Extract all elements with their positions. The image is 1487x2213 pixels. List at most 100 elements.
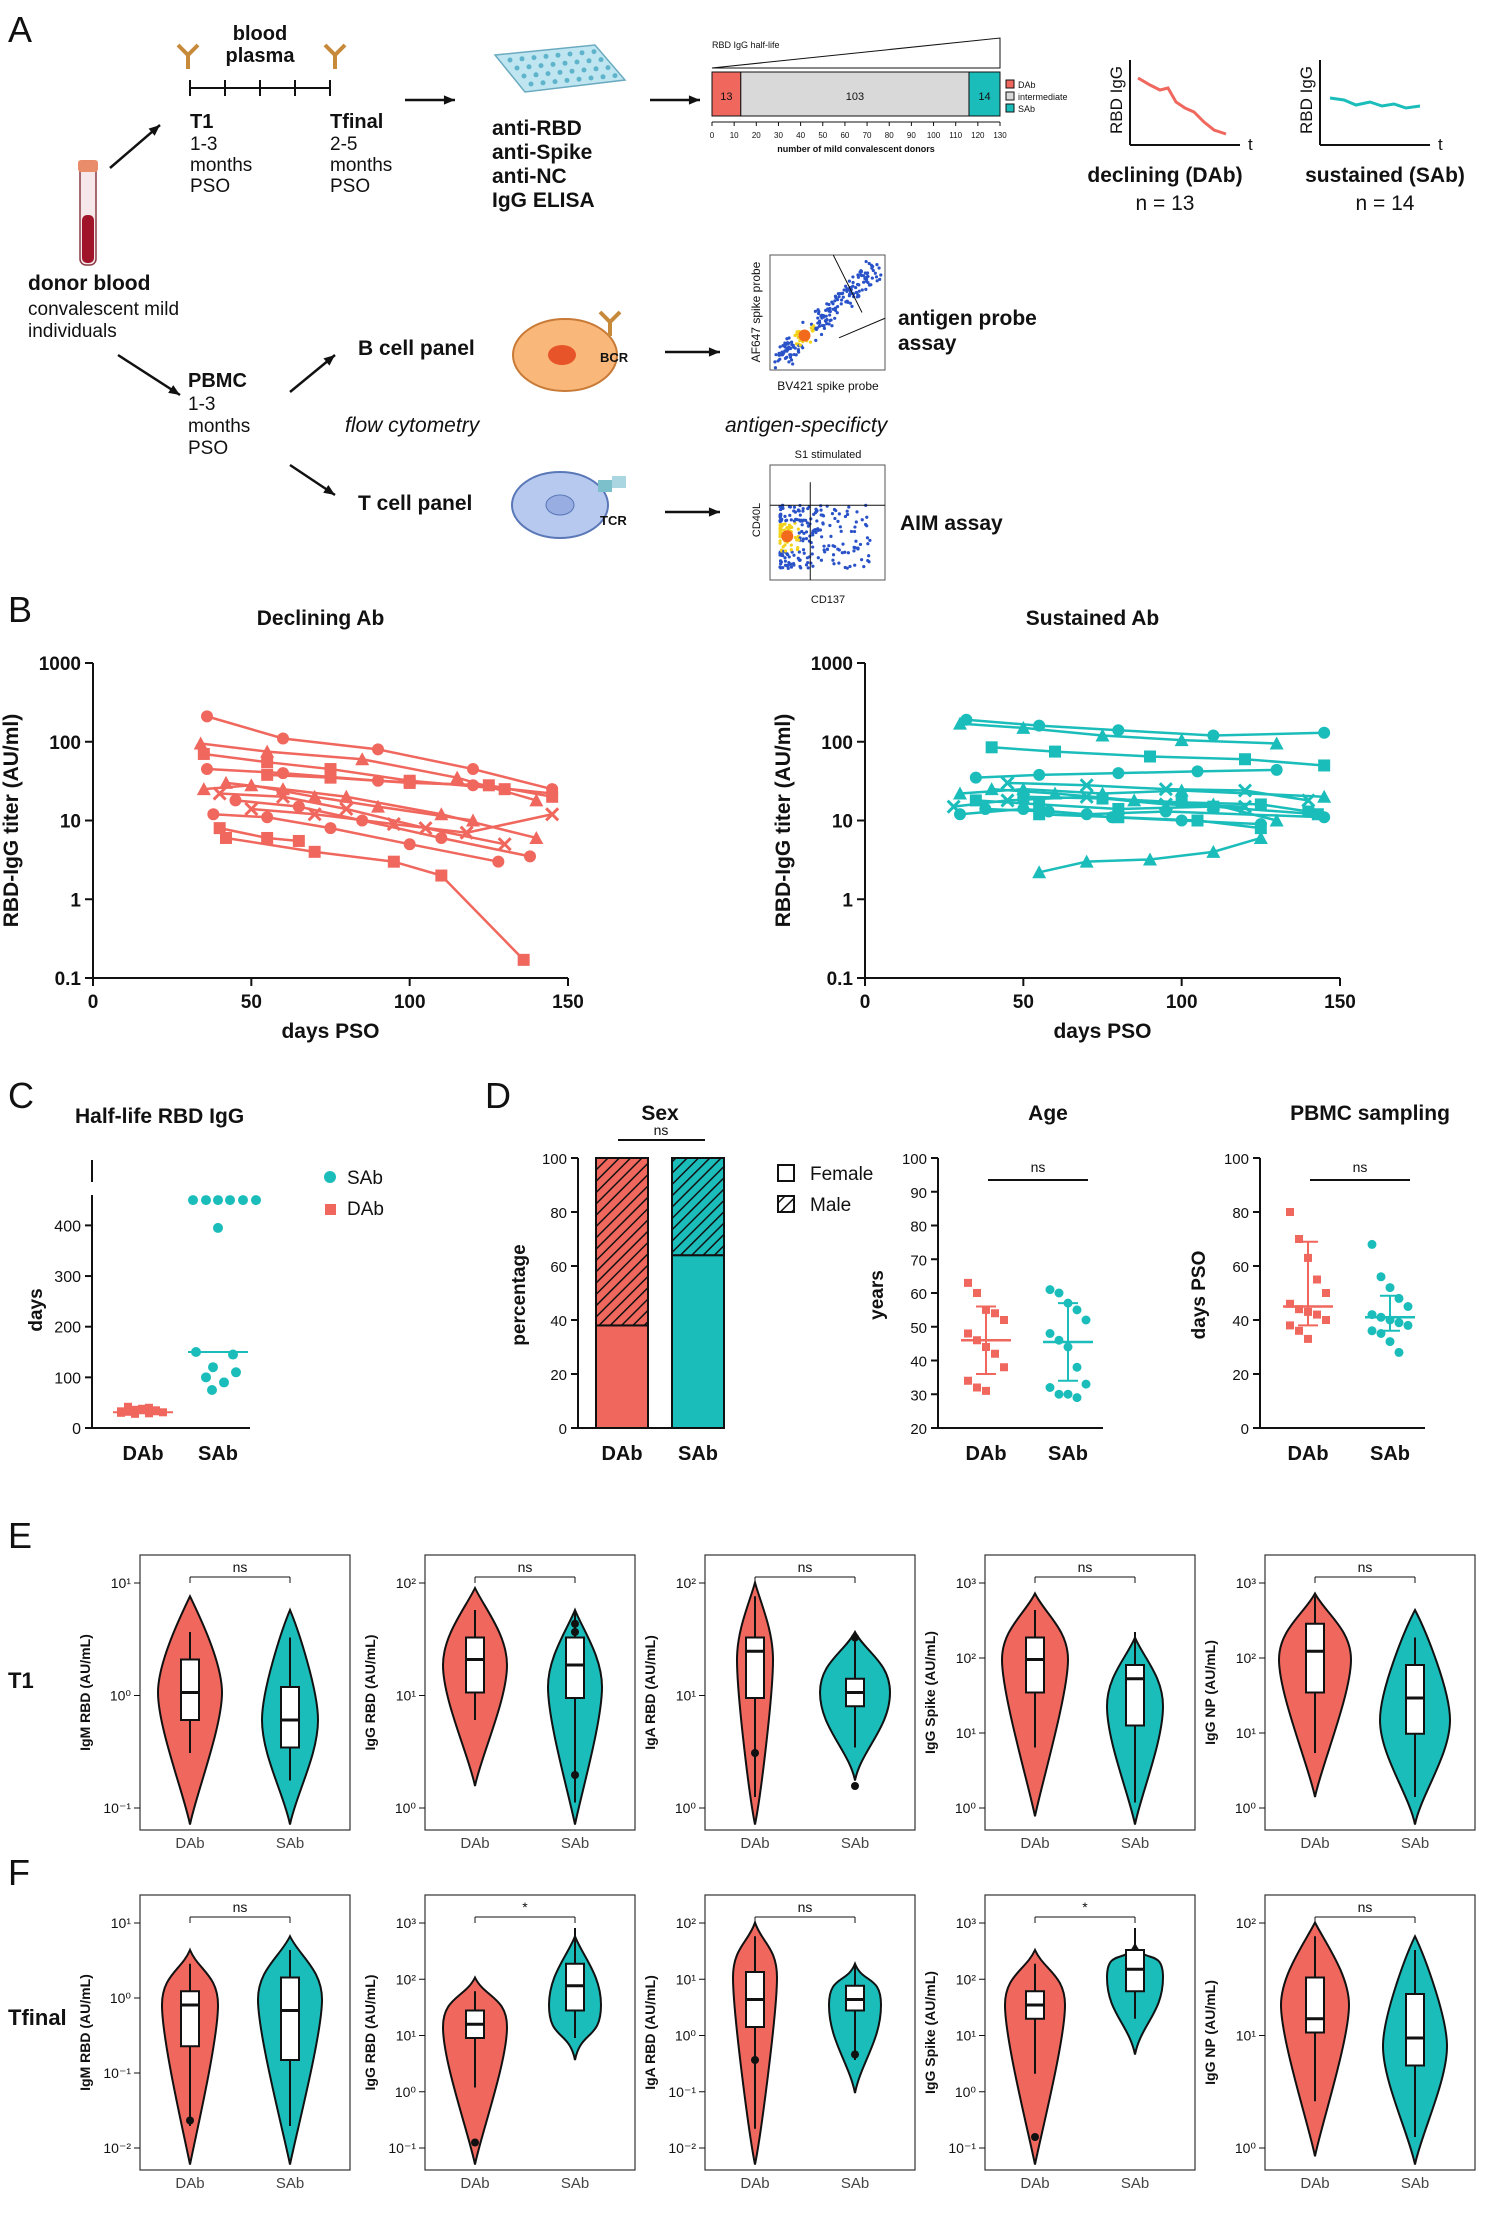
halflife-sab-point [231, 1367, 241, 1378]
data-point [339, 801, 354, 817]
data-point [434, 807, 449, 821]
sustained-n: n = 14 [1356, 192, 1415, 215]
probe-plot-event [825, 302, 829, 306]
aim-plot-event [854, 520, 858, 524]
tfinal-violin-3-ytick-label: 10² [676, 1915, 697, 1931]
aim-plot-event [836, 547, 840, 551]
data-point [529, 793, 544, 807]
t1-line: 1-3 [190, 134, 217, 155]
aim-plot-event [789, 543, 793, 547]
plate-well [600, 74, 606, 80]
pbmc-plot-title: PBMC sampling [1290, 1102, 1450, 1125]
data-point [1112, 724, 1125, 737]
data-point [1174, 733, 1189, 747]
data-point [339, 789, 354, 803]
probe-plot-event [808, 340, 813, 344]
tfinal-violin-4-sig: * [1082, 1899, 1088, 1915]
sustained-chart-xtick-label: 50 [1013, 992, 1034, 1013]
probe-plot-event [801, 320, 805, 324]
data-point [193, 736, 208, 750]
aim-plot-event [801, 537, 806, 541]
t1-violin-5-sig: ns [1358, 1559, 1373, 1575]
data-point [1237, 783, 1253, 798]
aim-plot-event [804, 536, 809, 541]
probe-plot-event [787, 360, 791, 364]
aim-plot-event [783, 559, 788, 563]
pbmc-plot-sab-point [1385, 1337, 1395, 1347]
probe-plot-event [816, 311, 821, 316]
probe-plot-event [830, 300, 834, 304]
aim-plot-event [778, 553, 782, 557]
halflife-title: Half-life RBD IgG [75, 1105, 244, 1128]
pbmc-plot-ytick-label: 40 [1232, 1313, 1249, 1330]
pbmc-plot-sab-point [1394, 1347, 1404, 1357]
aim-plot-event [778, 541, 782, 545]
probe-plot-event [833, 316, 837, 320]
aim-plot-event [867, 554, 871, 558]
sustained-chart-xtick-label: 150 [1324, 992, 1356, 1013]
aim-plot-event [783, 549, 788, 553]
sex-female-bar [671, 1254, 725, 1429]
data-point [1302, 805, 1315, 818]
aim-plot-event [791, 561, 796, 566]
probe-plot-event [877, 266, 881, 270]
aim-plot-event [801, 548, 806, 552]
t1-violin-5-ytick-label: 10¹ [1236, 1725, 1257, 1741]
aim-plot-event [789, 565, 794, 569]
t1-violin-2-outlier [571, 1628, 579, 1636]
age-plot-dab-point [982, 1386, 990, 1395]
aim-plot-event [864, 522, 868, 527]
sustained-title: sustained (SAb) [1305, 164, 1465, 187]
probe-plot-event [819, 314, 823, 318]
sex-ytick-label: 0 [559, 1421, 567, 1438]
plate-well [550, 61, 556, 67]
tfinal-violin-3-sig: ns [798, 1899, 813, 1915]
sex-male-bar [595, 1157, 649, 1327]
halflife-dab-point [145, 1403, 153, 1412]
aim-plot-event [819, 558, 824, 562]
pbmc-plot-ytick-label: 100 [1224, 1151, 1249, 1168]
aim-plot-event [804, 563, 809, 567]
probe-plot-event [840, 298, 844, 302]
plate-well [526, 64, 532, 70]
pbmc-plot-dab-point [1295, 1326, 1303, 1335]
probe-plot-event [875, 279, 879, 283]
aim-plot-event [813, 511, 818, 515]
probe-xlabel: BV421 spike probe [777, 379, 879, 393]
aim-plot-event [819, 508, 823, 512]
tfinal-title: Tfinal [330, 111, 383, 133]
probe-plot-event [816, 308, 820, 312]
tfinal-violin-1-ytick-label: 10⁻² [103, 2140, 131, 2156]
aim-plot-event [852, 549, 856, 553]
probe-plot-event [817, 324, 822, 328]
probe-plot-event [850, 304, 854, 308]
probe-plot-event [847, 279, 852, 283]
halflife-sab-point [251, 1195, 261, 1206]
data-point [213, 822, 226, 835]
pbmc-plot-sab-point [1385, 1315, 1395, 1325]
declining-chart-ytick-label: 1 [70, 890, 81, 911]
t1-violin-3-outlier [751, 1749, 759, 1757]
aim-plot-event [778, 565, 782, 569]
t1-violin-2-outlier [571, 1771, 579, 1779]
probe-plot-event [791, 362, 795, 366]
t1-violin-4-ytick-label: 10² [956, 1650, 977, 1666]
elisa-line: IgG ELISA [492, 189, 595, 212]
data-point [450, 770, 465, 784]
plate-well [564, 77, 570, 83]
data-point [953, 786, 967, 800]
donor-blood-line: convalescent mild [28, 299, 179, 320]
data-point [467, 763, 479, 776]
data-point [1144, 750, 1156, 763]
bar-tick-label: 120 [971, 131, 985, 140]
data-point [261, 811, 274, 824]
age-plot-sab-point [1045, 1383, 1055, 1392]
t1-violin-3-frame [704, 1554, 916, 1831]
sustained-chart-xtick-label: 100 [1166, 992, 1198, 1013]
halflife-ylabel: days [26, 1288, 47, 1331]
legend-sab-label: SAb [347, 1168, 383, 1189]
pbmc-plot-ytick-label: 80 [1232, 1205, 1249, 1222]
probe-plot-event [851, 275, 855, 279]
probe-plot-frame [769, 254, 886, 371]
tfinal-violin-1-ytick-label: 10⁻¹ [103, 2065, 131, 2081]
